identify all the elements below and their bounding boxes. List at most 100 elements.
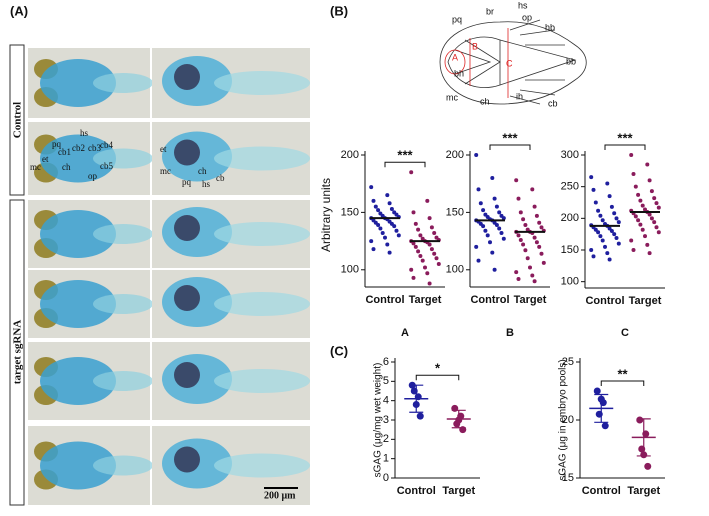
y-tick-label: 200 [446,149,464,161]
photo-label: ch [198,166,207,176]
data-point [436,262,441,267]
x-tick-label: Target [442,485,475,497]
data-point [633,214,638,219]
panel-label: (C) [330,343,348,358]
data-point [411,210,416,215]
data-point [521,217,526,222]
data-point [593,227,598,232]
cartilage [40,441,116,490]
data-point [614,216,619,221]
data-point [616,241,621,246]
data-point [591,187,596,192]
diagram-label: mc [446,92,458,102]
data-point [416,412,424,420]
data-point [459,426,467,434]
photo-label: pq [182,177,192,187]
data-point [385,193,390,198]
data-point [644,462,652,470]
eye [174,362,200,388]
data-point [537,220,542,225]
data-point [481,224,486,229]
data-point [474,244,479,249]
data-point [612,211,617,216]
data-point [636,218,641,223]
photo-label: mc [30,162,41,172]
diagram-label: hb [545,22,555,32]
cartilage [40,210,116,258]
body [93,148,153,169]
data-point [392,224,397,229]
data-point [593,200,598,205]
data-point [385,242,390,247]
y-tick-label: 200 [561,212,579,224]
x-tick-label: Target [409,294,442,306]
data-point [616,220,621,225]
data-point [589,175,594,180]
diagram-label: bh [454,68,464,78]
y-tick-label: 1 [383,453,389,465]
data-point [591,254,596,259]
diagram-label: pq [452,14,462,24]
data-point [642,430,650,438]
photo-label: cb [216,173,225,183]
eye [174,139,200,166]
data-point [427,216,432,221]
cartilage-diagram [439,19,587,105]
diagram-label: ih [516,91,523,101]
data-point [481,208,486,213]
data-point [383,235,387,240]
data-point [451,404,459,412]
panel-label: (B) [330,3,348,18]
data-point [647,212,652,217]
x-axis-label: A [401,327,409,339]
photo-label: pq [52,139,62,149]
data-point [413,244,418,249]
data-point [528,265,532,270]
data-point [488,240,492,245]
significance-label: ** [617,366,628,381]
fish-photo [28,426,153,505]
data-point [369,239,374,244]
chart: 100 150 200 Arbitrary units A Control Target **… [319,148,445,339]
data-point [652,220,657,225]
data-point [373,204,378,209]
data-point [418,254,423,259]
fish-photo [28,122,153,195]
data-point [380,231,385,236]
data-point [478,201,483,206]
data-point [413,221,418,226]
photo-label: cb1 [58,147,71,157]
cartilage [40,357,116,405]
y-tick-label: 2 [383,433,389,445]
data-point [631,172,636,176]
data-point [455,416,463,424]
fish-photo [152,48,310,118]
significance-label: *** [617,130,633,145]
body [93,455,153,476]
data-point [614,235,619,240]
photo-label: et [42,154,49,164]
fish-photo [152,342,310,420]
data-point [638,198,643,203]
data-point [516,276,521,281]
data-point [427,281,432,286]
data-point [629,153,634,157]
data-point [654,201,659,206]
data-point [409,170,414,175]
data-point [429,225,434,230]
diagram-label: op [522,12,532,22]
data-point [490,175,495,180]
photo-label: cb3 [88,143,101,153]
data-point [652,196,657,201]
data-point [371,198,376,203]
data-point [539,251,544,256]
diagram-labels: hs br op pq hb A B C bb bh mc ch ih cb [446,0,576,108]
photo-label: hs [202,179,211,189]
data-point [532,279,537,284]
data-point [607,194,612,199]
data-point [609,229,614,233]
data-point [645,242,650,247]
